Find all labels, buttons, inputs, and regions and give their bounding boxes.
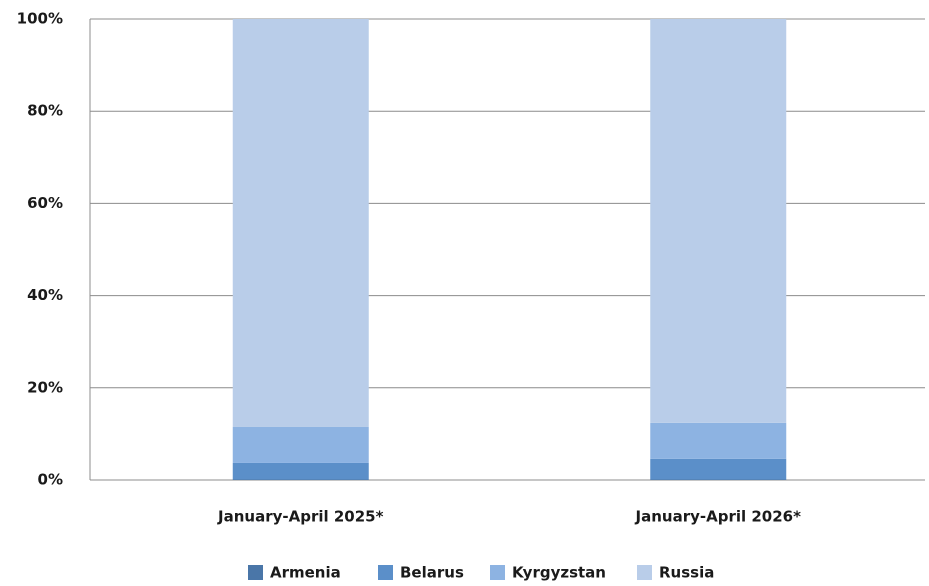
legend-swatch — [378, 565, 393, 580]
bar-segment — [650, 422, 787, 459]
legend-label: Belarus — [400, 564, 464, 582]
y-tick-label: 100% — [17, 10, 63, 28]
bar-segment — [232, 426, 369, 463]
legend-label: Armenia — [270, 564, 341, 582]
x-tick-label: January-April 2025* — [217, 508, 384, 526]
y-tick-label: 80% — [27, 102, 63, 120]
y-tick-label: 60% — [27, 194, 63, 212]
legend-label: Kyrgyzstan — [512, 564, 606, 582]
legend-swatch — [490, 565, 505, 580]
x-tick-label: January-April 2026* — [635, 508, 802, 526]
y-tick-label: 0% — [38, 471, 63, 489]
y-tick-label: 20% — [27, 378, 63, 396]
y-tick-label: 40% — [27, 286, 63, 304]
bar-segment — [650, 458, 787, 480]
legend-swatch — [637, 565, 652, 580]
legend-label: Russia — [659, 564, 714, 582]
legend-swatch — [248, 565, 263, 580]
bar-segment — [650, 19, 787, 423]
bar-segment — [232, 19, 369, 427]
bar-segment — [232, 462, 369, 480]
